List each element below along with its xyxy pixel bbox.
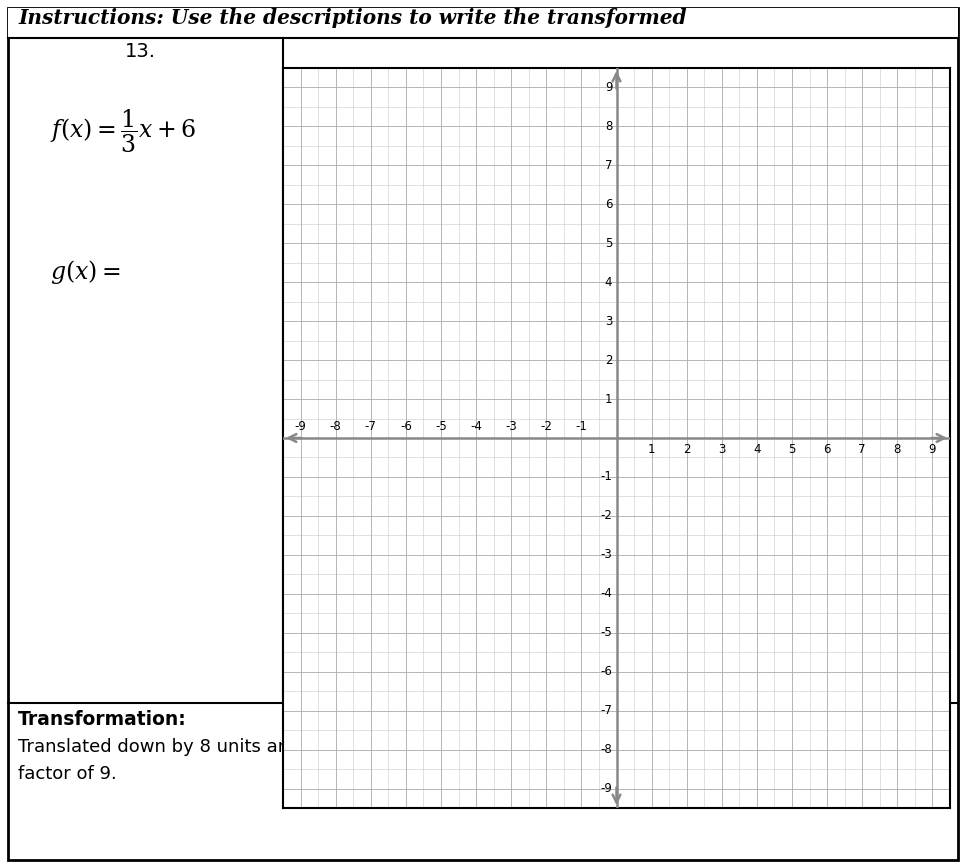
Text: $g(x)=$: $g(x)=$ xyxy=(50,258,121,286)
Text: 2: 2 xyxy=(683,443,690,456)
Text: 8: 8 xyxy=(894,443,901,456)
Bar xyxy=(8,8,958,38)
Text: -6: -6 xyxy=(400,420,412,433)
Text: 1: 1 xyxy=(648,443,656,456)
Text: 9: 9 xyxy=(604,81,612,94)
Text: 2: 2 xyxy=(604,353,612,366)
Text: -4: -4 xyxy=(470,420,482,433)
Text: -5: -5 xyxy=(435,420,447,433)
Text: 7: 7 xyxy=(859,443,866,456)
Text: Transformation:: Transformation: xyxy=(18,710,187,729)
Text: -3: -3 xyxy=(505,420,517,433)
Text: -1: -1 xyxy=(576,420,587,433)
Text: -3: -3 xyxy=(601,549,612,562)
Text: -5: -5 xyxy=(601,626,612,639)
Text: -8: -8 xyxy=(601,743,612,756)
Text: -7: -7 xyxy=(601,704,612,717)
Text: -2: -2 xyxy=(541,420,552,433)
Text: factor of 9.: factor of 9. xyxy=(18,765,117,783)
Text: 9: 9 xyxy=(928,443,936,456)
Text: -2: -2 xyxy=(601,510,612,523)
Text: 7: 7 xyxy=(604,159,612,172)
Text: -8: -8 xyxy=(330,420,341,433)
Text: 3: 3 xyxy=(718,443,726,456)
Text: -9: -9 xyxy=(601,782,612,795)
Text: 5: 5 xyxy=(789,443,795,456)
Text: 4: 4 xyxy=(753,443,761,456)
Text: 6: 6 xyxy=(823,443,831,456)
Text: 6: 6 xyxy=(604,198,612,211)
Text: 5: 5 xyxy=(605,237,612,250)
Text: 8: 8 xyxy=(605,120,612,133)
Text: -6: -6 xyxy=(601,665,612,678)
Text: Translated down by 8 units and vertically stretched by a: Translated down by 8 units and verticall… xyxy=(18,738,525,756)
Text: -1: -1 xyxy=(601,470,612,483)
Text: 3: 3 xyxy=(605,315,612,327)
Text: -4: -4 xyxy=(601,588,612,601)
Text: -7: -7 xyxy=(364,420,377,433)
Text: 13.: 13. xyxy=(124,42,155,61)
Text: -9: -9 xyxy=(295,420,307,433)
Text: 1: 1 xyxy=(604,392,612,405)
Text: 4: 4 xyxy=(604,276,612,289)
Text: Instructions: Use the descriptions to write the transformed: Instructions: Use the descriptions to wr… xyxy=(18,8,686,28)
Text: $f(x)=\dfrac{1}{3}x+6$: $f(x)=\dfrac{1}{3}x+6$ xyxy=(50,108,197,155)
